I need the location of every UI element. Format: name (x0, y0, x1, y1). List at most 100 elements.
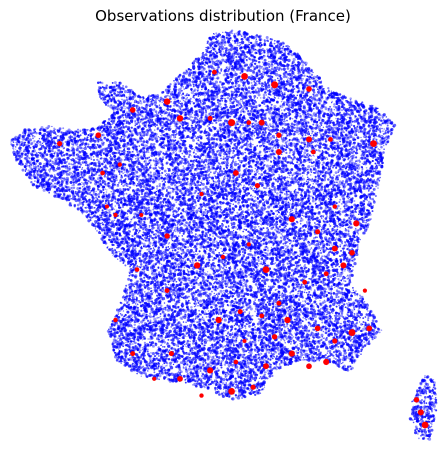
blue-point (299, 342, 301, 345)
blue-point (344, 270, 346, 272)
blue-point (241, 370, 243, 372)
blue-point (142, 100, 146, 104)
blue-point (130, 176, 132, 178)
blue-point (146, 163, 150, 166)
blue-point (208, 123, 210, 126)
blue-point (354, 185, 358, 188)
blue-point (166, 365, 168, 367)
blue-point (338, 304, 341, 307)
blue-point (111, 249, 114, 253)
blue-point (158, 166, 160, 168)
blue-point (214, 80, 218, 84)
blue-point (136, 159, 140, 163)
blue-point (302, 78, 304, 80)
blue-point (179, 337, 181, 340)
blue-point (277, 77, 279, 80)
blue-point (307, 165, 311, 169)
blue-point (308, 154, 311, 157)
blue-point (229, 265, 232, 268)
blue-point (190, 175, 192, 178)
blue-point (140, 245, 142, 248)
blue-point (240, 81, 243, 83)
blue-point (296, 161, 299, 164)
blue-point (265, 242, 269, 245)
blue-point (338, 93, 342, 96)
blue-point (319, 251, 323, 255)
blue-point (151, 352, 155, 356)
blue-point (260, 154, 262, 157)
blue-point (225, 382, 227, 384)
blue-point (124, 85, 128, 89)
blue-point (232, 221, 236, 226)
blue-point (205, 46, 207, 49)
blue-point (305, 349, 308, 352)
blue-point (208, 179, 210, 182)
blue-point (227, 225, 230, 227)
blue-point (253, 170, 256, 173)
blue-point (289, 169, 291, 171)
blue-point (108, 208, 111, 212)
blue-point (318, 342, 321, 345)
blue-point (339, 218, 343, 222)
blue-point (309, 253, 311, 255)
blue-point (173, 184, 177, 187)
blue-point (313, 222, 316, 224)
blue-point (335, 117, 337, 120)
blue-point (274, 289, 277, 291)
blue-point (115, 209, 118, 212)
blue-point (322, 214, 325, 217)
blue-point (222, 252, 225, 255)
blue-point (338, 265, 341, 268)
blue-point (83, 185, 85, 187)
blue-point (332, 179, 335, 181)
blue-point (10, 141, 12, 143)
blue-point (381, 127, 383, 130)
chart-title: Observations distribution (France) (0, 7, 446, 25)
blue-point (319, 201, 322, 203)
blue-point (260, 184, 264, 187)
blue-point (256, 97, 259, 99)
blue-point (175, 268, 178, 272)
blue-point (209, 218, 212, 221)
blue-point (158, 378, 160, 381)
blue-point (190, 285, 193, 287)
blue-point (121, 183, 123, 185)
blue-point (311, 132, 313, 135)
blue-point (246, 361, 251, 365)
blue-point (148, 226, 150, 229)
blue-point (328, 237, 331, 240)
blue-point (33, 135, 36, 138)
blue-point (341, 175, 343, 178)
blue-point (254, 310, 257, 313)
blue-point (250, 166, 253, 169)
blue-point (339, 245, 342, 248)
blue-point (333, 357, 335, 359)
blue-point (241, 124, 244, 127)
blue-point (268, 118, 272, 121)
blue-point (283, 193, 286, 195)
blue-point (268, 117, 270, 119)
blue-point (272, 357, 274, 360)
blue-point (248, 127, 252, 131)
blue-point (354, 239, 356, 242)
blue-point (353, 162, 357, 165)
blue-point (342, 347, 345, 350)
blue-point (337, 136, 341, 140)
blue-point (289, 48, 291, 50)
blue-point (219, 211, 222, 213)
blue-point (310, 165, 313, 168)
blue-point (220, 130, 222, 133)
blue-point (111, 164, 114, 167)
blue-point (247, 86, 251, 90)
blue-point (207, 165, 211, 168)
blue-point (216, 388, 219, 390)
blue-point (223, 240, 225, 242)
blue-point (312, 165, 314, 167)
blue-point (194, 135, 197, 138)
blue-point (298, 163, 301, 166)
blue-point (210, 290, 213, 293)
blue-point (141, 182, 145, 185)
blue-point (386, 138, 388, 141)
blue-point (302, 317, 304, 319)
blue-point (242, 287, 244, 290)
